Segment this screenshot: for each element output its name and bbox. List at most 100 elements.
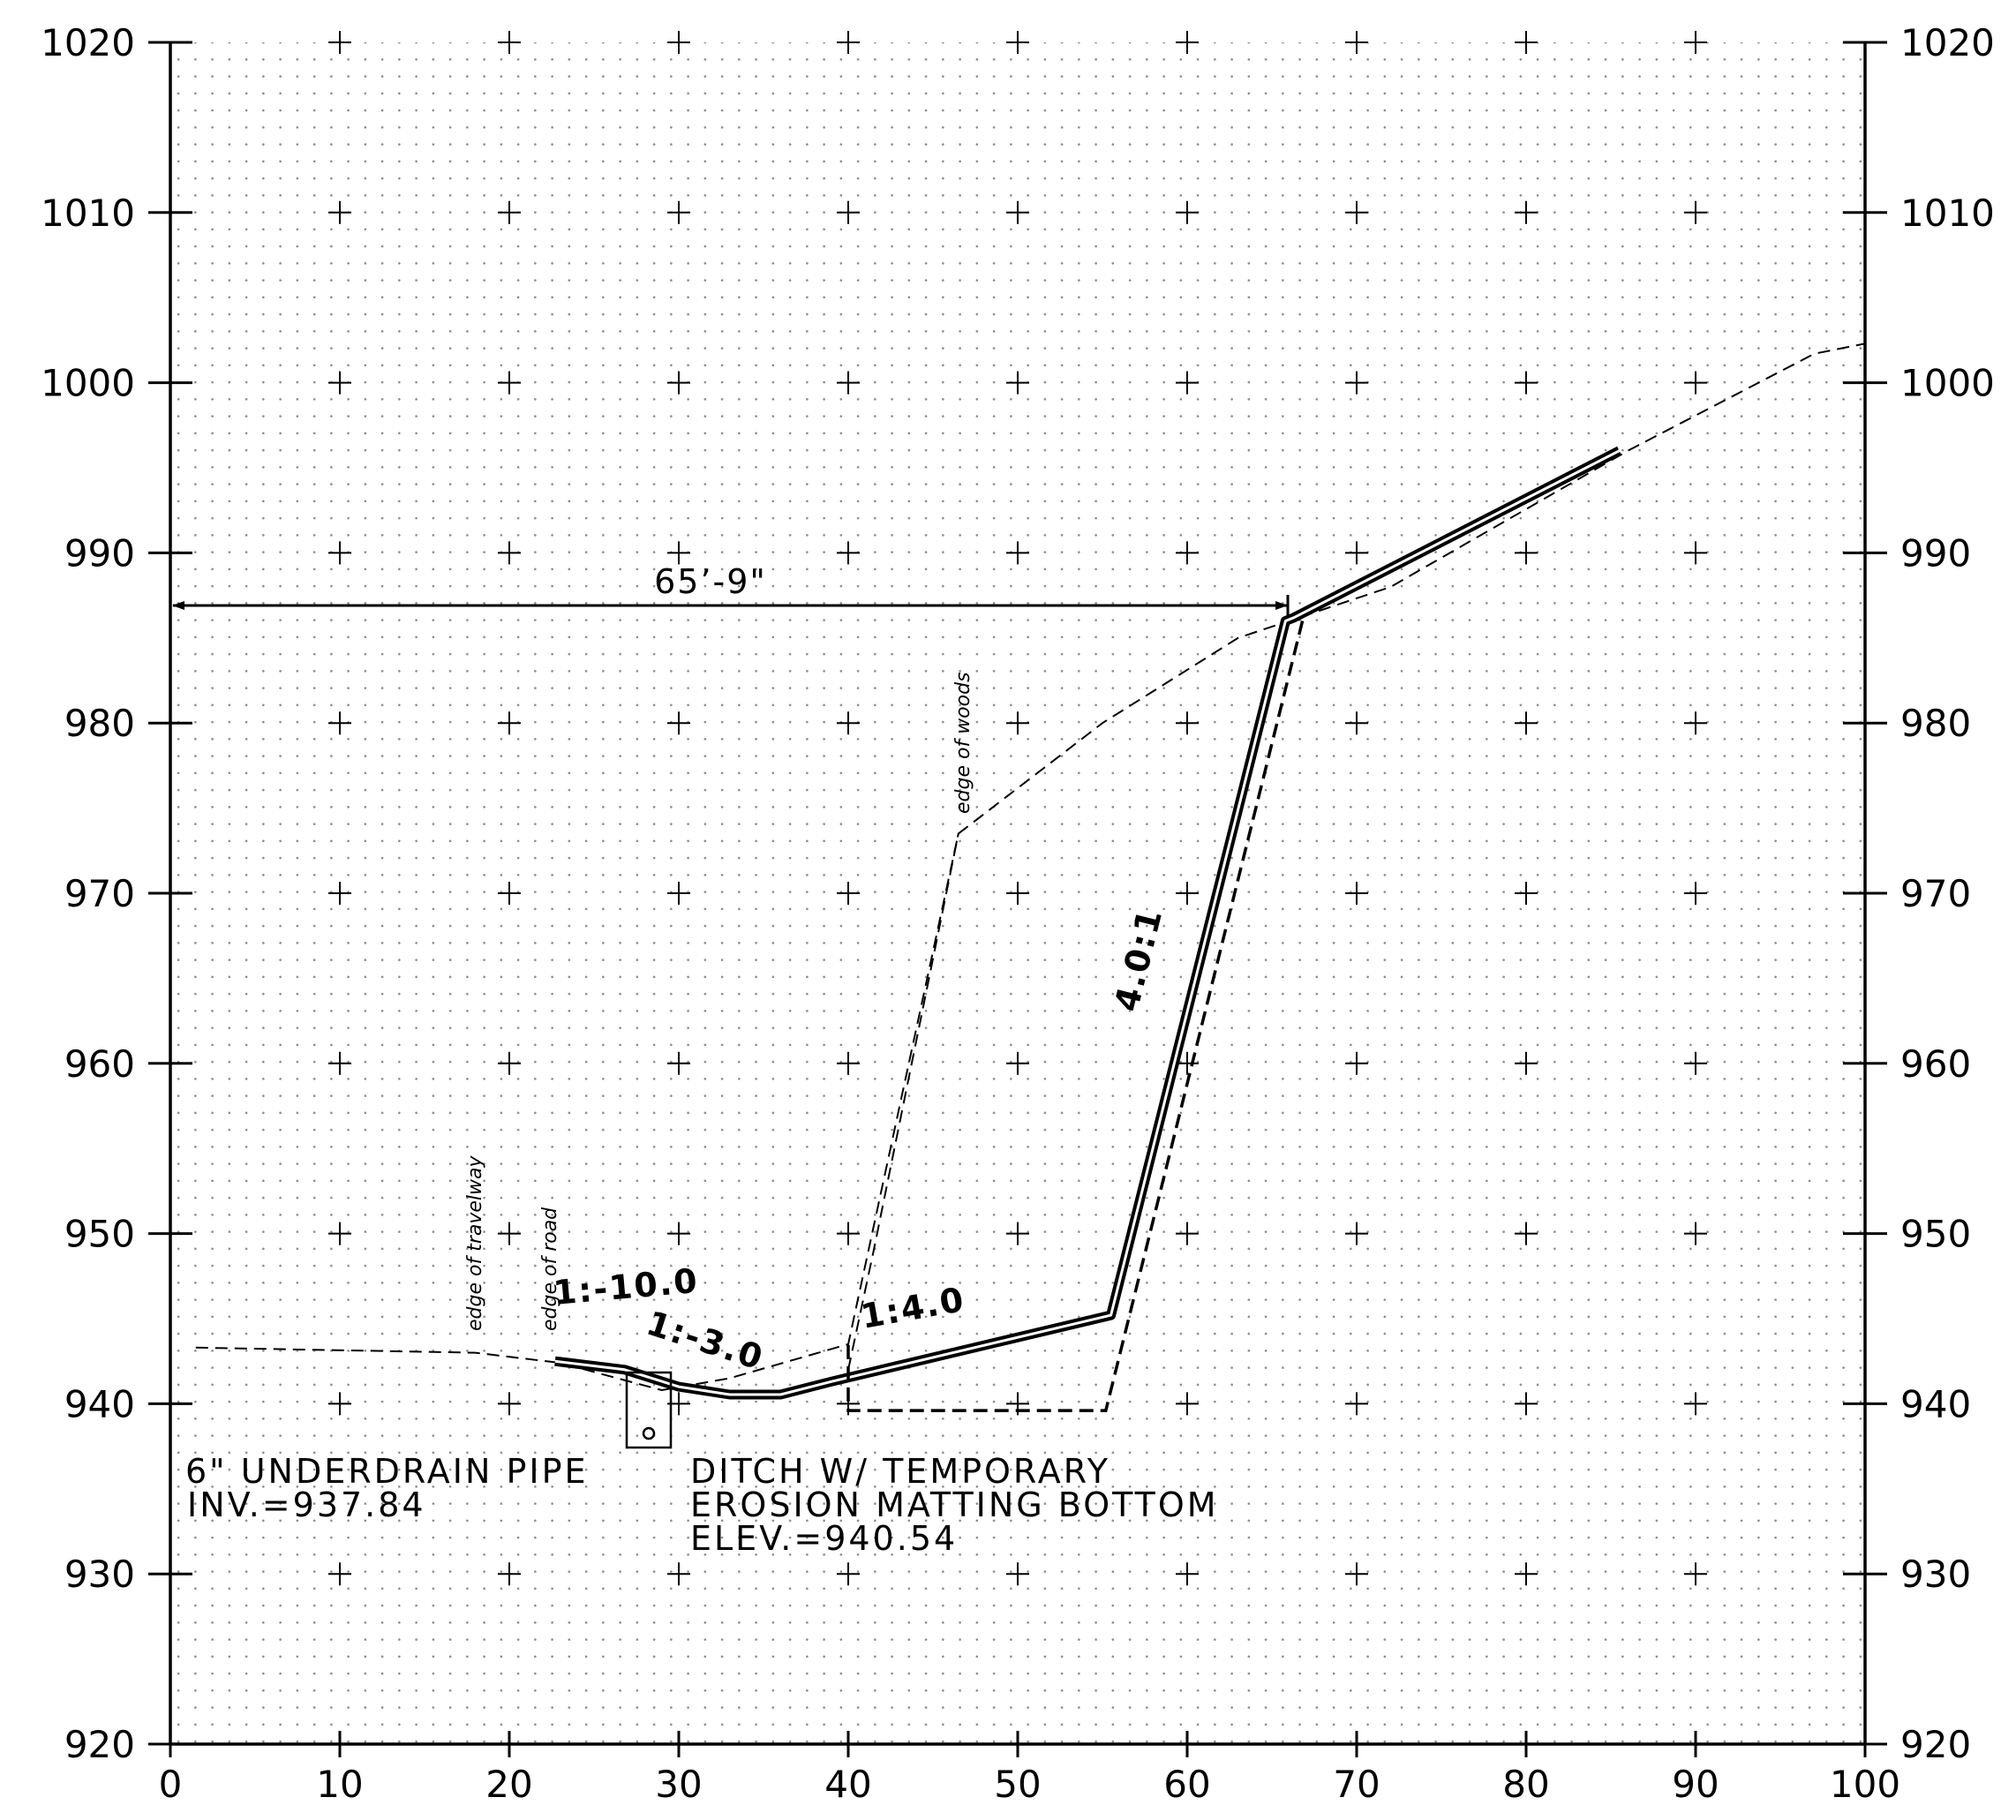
grid-cross bbox=[1006, 1222, 1029, 1245]
grid-cross bbox=[837, 882, 860, 905]
y-tick-label-left: 1020 bbox=[41, 21, 135, 64]
y-tick-label-left: 920 bbox=[64, 1723, 135, 1766]
y-tick-label-left: 980 bbox=[64, 702, 135, 745]
grid-cross bbox=[1006, 31, 1029, 54]
edge-label-road: edge of road bbox=[539, 1207, 561, 1331]
grid-cross bbox=[667, 200, 690, 224]
grid-cross bbox=[498, 541, 521, 565]
grid-cross bbox=[1684, 200, 1707, 224]
grid-cross bbox=[1515, 711, 1538, 735]
grid-cross bbox=[837, 31, 860, 54]
grid-cross bbox=[1176, 1222, 1199, 1245]
x-tick-label: 70 bbox=[1333, 1763, 1380, 1806]
profile-lines bbox=[195, 342, 1866, 1412]
grid-cross bbox=[328, 541, 351, 565]
grid-cross bbox=[1345, 31, 1368, 54]
grid-cross bbox=[328, 711, 351, 735]
grid-cross bbox=[1006, 711, 1029, 735]
grid-cross bbox=[1176, 882, 1199, 905]
grid-cross bbox=[837, 1222, 860, 1245]
grid-cross bbox=[1006, 541, 1029, 565]
y-tick-label-right: 950 bbox=[1900, 1213, 1971, 1256]
grid-cross bbox=[498, 882, 521, 905]
grid-cross bbox=[667, 882, 690, 905]
grid-cross bbox=[667, 711, 690, 735]
y-tick-label-left: 1000 bbox=[41, 362, 135, 405]
x-tick-label: 80 bbox=[1502, 1763, 1549, 1806]
grid-cross bbox=[498, 1051, 521, 1075]
grid-cross bbox=[1345, 1392, 1368, 1416]
grid-cross bbox=[1176, 1392, 1199, 1416]
grid-cross bbox=[667, 1562, 690, 1586]
grid-cross bbox=[1006, 1051, 1029, 1075]
y-tick-labels-left: 920 930 940 950 960 970 980 990 1000 1010 1020 bbox=[41, 21, 135, 1766]
grid-cross bbox=[1684, 1392, 1707, 1416]
grid-cross bbox=[498, 1392, 521, 1416]
grid-cross bbox=[1684, 1222, 1707, 1245]
grid-cross bbox=[328, 1392, 351, 1416]
grid-cross bbox=[328, 371, 351, 395]
excavation-limit-line bbox=[846, 620, 1305, 1412]
underdrain-note-line1: 6" UNDERDRAIN PIPE bbox=[185, 1452, 589, 1491]
x-tick-label: 0 bbox=[159, 1763, 183, 1806]
y-tick-label-left: 930 bbox=[64, 1553, 135, 1596]
x-tick-label: 30 bbox=[655, 1763, 702, 1806]
grid-cross bbox=[837, 371, 860, 395]
grid-cross bbox=[1684, 541, 1707, 565]
grid-cross bbox=[1176, 200, 1199, 224]
grid-cross bbox=[1006, 371, 1029, 395]
y-tick-label-right: 1010 bbox=[1900, 192, 1995, 235]
grid-cross bbox=[1684, 711, 1707, 735]
y-tick-label-right: 1000 bbox=[1900, 362, 1995, 405]
grid-cross bbox=[1684, 31, 1707, 54]
x-tick-label: 50 bbox=[994, 1763, 1041, 1806]
grid-cross bbox=[328, 1222, 351, 1245]
underdrain-note-line2: INV.=937.84 bbox=[187, 1485, 426, 1524]
grid-cross bbox=[1515, 200, 1538, 224]
underdrain-pipe bbox=[642, 1426, 656, 1440]
grid-cross bbox=[1006, 882, 1029, 905]
grid-cross bbox=[498, 200, 521, 224]
existing-ground-line-0 bbox=[195, 342, 1866, 1392]
x-tick-label: 40 bbox=[824, 1763, 871, 1806]
underdrain-trench bbox=[625, 1371, 673, 1449]
grid-cross bbox=[1176, 541, 1199, 565]
grid-cross bbox=[1176, 1051, 1199, 1075]
y-tick-label-left: 940 bbox=[64, 1382, 135, 1425]
ditch-note-line3: ELEV.=940.54 bbox=[690, 1519, 958, 1558]
grid-crosses bbox=[328, 31, 1707, 1586]
y-tick-label-left: 960 bbox=[64, 1042, 135, 1086]
grid-cross bbox=[1515, 1222, 1538, 1245]
grid-cross bbox=[1515, 1562, 1538, 1586]
y-tick-label-right: 1020 bbox=[1900, 21, 1995, 64]
grid-cross bbox=[1345, 1562, 1368, 1586]
finished-grade-line-inner bbox=[554, 449, 1621, 1396]
grid-cross bbox=[667, 1222, 690, 1245]
grid-cross bbox=[1684, 1051, 1707, 1075]
grid-cross bbox=[1345, 541, 1368, 565]
grid-cross bbox=[1515, 1392, 1538, 1416]
grid-cross bbox=[1176, 31, 1199, 54]
grid-cross bbox=[1176, 371, 1199, 395]
grid-cross bbox=[667, 31, 690, 54]
grid-cross bbox=[1006, 200, 1029, 224]
grid-cross bbox=[1345, 1222, 1368, 1245]
x-tick-label: 10 bbox=[316, 1763, 363, 1806]
grid-cross bbox=[498, 31, 521, 54]
y-tick-label-left: 950 bbox=[64, 1213, 135, 1256]
grid-cross bbox=[498, 1562, 521, 1586]
grid-cross bbox=[1515, 882, 1538, 905]
grid-cross bbox=[1345, 711, 1368, 735]
grid-cross bbox=[667, 371, 690, 395]
edge-label-woods: edge of woods bbox=[952, 672, 974, 814]
grid-cross bbox=[837, 1051, 860, 1075]
grid-cross bbox=[498, 711, 521, 735]
ditch-note-line2: EROSION MATTING BOTTOM bbox=[690, 1485, 1219, 1524]
grid-cross bbox=[1515, 1051, 1538, 1075]
grid-cross bbox=[1515, 541, 1538, 565]
y-tick-label-left: 990 bbox=[64, 531, 135, 575]
grid-cross bbox=[1684, 882, 1707, 905]
dimension-label: 65’-9" bbox=[654, 562, 767, 601]
